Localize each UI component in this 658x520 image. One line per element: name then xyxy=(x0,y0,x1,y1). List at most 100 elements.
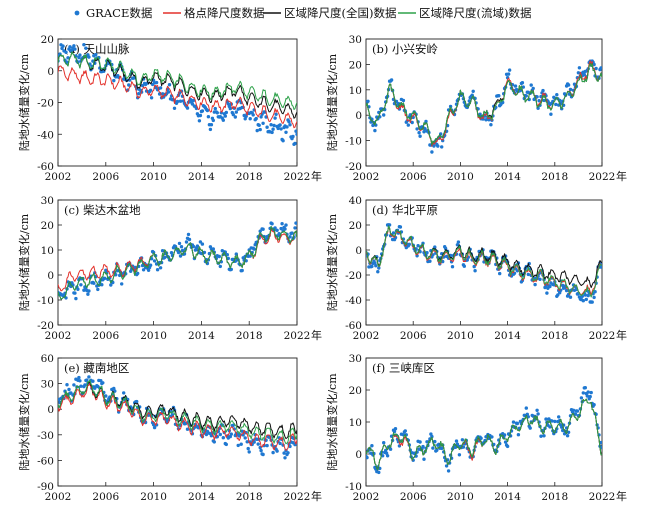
legend-marker-dot xyxy=(74,10,80,16)
grace-point xyxy=(528,426,532,430)
grace-point xyxy=(160,249,165,253)
grace-point xyxy=(366,455,369,460)
grace-point xyxy=(151,423,156,427)
grace-point xyxy=(502,433,507,437)
grace-point xyxy=(472,264,476,269)
x-tick-label: 2018 xyxy=(541,330,568,342)
grace-point xyxy=(370,444,374,448)
panel-c: -20 -10 0 10 20 30 2002 2006 2010 2014 2018 2022 年 陆地… xyxy=(17,195,322,342)
grace-point xyxy=(78,379,82,383)
grace-point xyxy=(255,128,259,133)
grace-point xyxy=(290,231,294,235)
grace-point xyxy=(221,436,225,440)
legend-label: 区域降尺度(流域)数据 xyxy=(419,6,532,20)
grace-point xyxy=(549,112,553,116)
grace-point xyxy=(446,469,451,473)
grace-point xyxy=(261,227,265,231)
grace-point xyxy=(252,440,256,444)
grace-point xyxy=(207,431,212,435)
grace-point xyxy=(430,434,434,439)
grace-point xyxy=(178,99,183,103)
grace-point xyxy=(270,130,274,135)
grace-point xyxy=(225,253,229,257)
grace-point xyxy=(507,68,512,72)
y-tick-label: 40 xyxy=(349,195,362,207)
x-tick-label: 2006 xyxy=(92,171,119,183)
grace-point xyxy=(376,270,380,274)
grace-point xyxy=(135,399,139,404)
grace-point xyxy=(224,442,228,447)
grace-point xyxy=(169,251,174,255)
grace-point xyxy=(391,231,396,235)
grace-point xyxy=(511,420,516,424)
grace-point xyxy=(461,445,466,449)
grace-point xyxy=(158,266,163,270)
grace-point xyxy=(294,221,297,225)
x-tick-label: 2002 xyxy=(45,171,72,183)
grace-point xyxy=(542,98,546,103)
grace-point xyxy=(423,127,427,131)
panel-a: -60 -40 -20 0 20 2002 2006 2010 2014 2018 2022 年 陆地水… xyxy=(17,34,322,183)
grace-point xyxy=(79,283,83,287)
grace-point xyxy=(288,235,292,239)
grace-point xyxy=(79,384,83,388)
grace-point xyxy=(223,114,227,118)
grace-point xyxy=(293,141,297,146)
series-3 xyxy=(58,226,297,300)
grace-point xyxy=(566,430,571,434)
grace-point xyxy=(112,78,116,83)
y-axis-label: 陆地水储量变化/cm xyxy=(325,53,339,151)
grace-point xyxy=(87,375,91,379)
panel-b: -20 -10 0 10 20 30 2002 2006 2010 2014 2018 2022 年 陆地… xyxy=(325,34,627,183)
grace-point xyxy=(77,375,81,380)
grace-point xyxy=(245,440,249,444)
grace-point xyxy=(389,78,394,82)
grace-point xyxy=(154,80,159,85)
grace-point xyxy=(87,55,91,59)
grace-point xyxy=(278,123,282,127)
x-tick-label: 2018 xyxy=(236,171,263,183)
grace-point xyxy=(284,130,288,134)
plot-frame xyxy=(365,357,603,487)
grace-point xyxy=(240,268,244,273)
grace-point xyxy=(177,241,182,246)
grace-point xyxy=(215,111,219,115)
grace-point xyxy=(291,134,295,139)
grace-point xyxy=(440,145,444,149)
grace-point xyxy=(403,429,407,433)
x-tick-label: 2014 xyxy=(494,171,521,183)
grace-point xyxy=(583,293,587,297)
grace-point xyxy=(231,423,235,427)
grace-point xyxy=(592,62,596,67)
x-axis-label: 年 xyxy=(616,489,627,503)
grace-point xyxy=(258,127,262,132)
grace-point xyxy=(259,448,263,453)
grace-point xyxy=(285,125,289,129)
grace-point xyxy=(294,129,297,133)
y-tick-label: 30 xyxy=(349,353,362,365)
y-tick-label: -20 xyxy=(37,98,54,110)
grace-point xyxy=(83,383,87,387)
grace-point xyxy=(136,271,140,276)
series-4 xyxy=(58,379,297,445)
grace-point xyxy=(421,444,425,449)
grace-point xyxy=(251,113,255,117)
grace-point xyxy=(276,126,280,131)
grace-point xyxy=(457,453,462,457)
y-tick-label: 20 xyxy=(349,59,362,71)
legend-entry-1: GRACE数据 xyxy=(74,6,153,20)
grace-point xyxy=(271,127,275,131)
grace-point xyxy=(66,56,70,60)
grace-point xyxy=(279,127,283,131)
grace-point xyxy=(246,446,250,451)
y-tick-label: -20 xyxy=(37,320,54,332)
grace-point xyxy=(557,415,561,419)
grace-point xyxy=(209,123,214,127)
grace-point xyxy=(577,66,582,70)
series-line xyxy=(58,226,297,300)
y-tick-label: 20 xyxy=(41,220,54,232)
grace-point xyxy=(148,88,153,93)
